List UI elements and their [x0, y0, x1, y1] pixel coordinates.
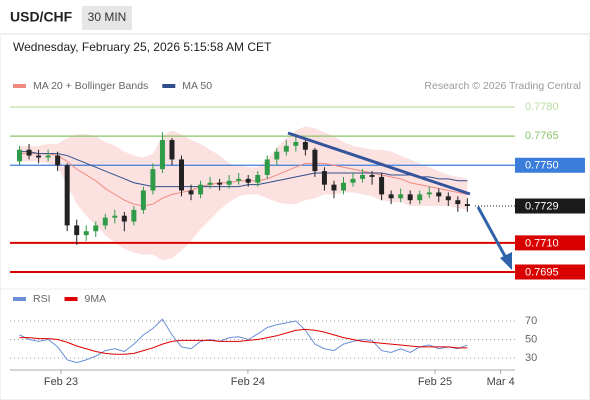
level-tag — [515, 157, 585, 173]
y-tick-label: 70 — [525, 315, 537, 327]
candle-body — [321, 171, 327, 185]
chart-title: USD/CHF — [10, 9, 73, 25]
candle-body — [55, 155, 61, 166]
level-label: 0.7710 — [525, 237, 559, 249]
indicator-line — [19, 153, 468, 207]
legend-swatch — [13, 297, 26, 301]
candle-body — [198, 184, 204, 195]
subtitle: Wednesday, February 25, 2026 5:15:58 AM … — [13, 40, 272, 54]
level-label: 0.7729 — [525, 200, 559, 212]
level-tag — [515, 198, 585, 214]
level-label: 0.7750 — [525, 160, 559, 172]
candle-body — [140, 190, 146, 210]
indicator-line — [19, 151, 468, 188]
candle-body — [188, 190, 194, 195]
candle-body — [388, 194, 394, 199]
candle-body — [350, 178, 356, 183]
candle-body — [331, 184, 337, 191]
candle-body — [169, 140, 175, 160]
candle-body — [102, 217, 108, 226]
candle-body — [93, 225, 99, 232]
candle-body — [455, 200, 461, 205]
x-tick-label: Mar 4 — [487, 376, 515, 388]
level-tag — [515, 235, 585, 251]
trend-line — [287, 131, 471, 196]
candle-body — [293, 141, 299, 146]
candle-body — [26, 149, 32, 156]
candle-body — [302, 141, 308, 150]
x-tick-label: Feb 23 — [44, 376, 78, 388]
legend-swatch — [162, 84, 176, 88]
candle-body — [379, 176, 385, 195]
candle-body — [159, 140, 165, 170]
candle-body — [340, 182, 346, 191]
candle-body — [74, 225, 80, 236]
x-tick-label: Feb 24 — [231, 376, 265, 388]
candle-body — [217, 182, 223, 185]
attribution: Research © 2026 Trading Central — [424, 80, 581, 92]
candle-body — [83, 231, 89, 236]
legend-swatch — [13, 84, 26, 88]
candle-body — [407, 194, 413, 201]
projection-arrow — [476, 206, 508, 259]
candle-body — [274, 151, 280, 160]
candle-body — [398, 194, 404, 199]
candle-body — [283, 145, 289, 152]
candle-body — [112, 215, 118, 218]
level-label: 0.7765 — [525, 130, 559, 142]
rsi-line — [19, 318, 468, 364]
y-tick-label: 30 — [525, 352, 537, 364]
candle-body — [464, 204, 470, 207]
legend-swatch — [64, 297, 78, 301]
arrow-head — [500, 252, 512, 270]
candle-body — [312, 149, 318, 172]
candle-body — [255, 174, 261, 183]
candle-body — [264, 159, 270, 175]
candle-body — [150, 169, 156, 191]
candle-body — [36, 155, 42, 158]
level-label: 0.7695 — [525, 266, 559, 278]
plot: MA 20 + Bollinger Bands MA 50 RSI 9MA 0.7780… — [0, 80, 590, 388]
candle-body — [207, 182, 213, 185]
candle-body — [436, 192, 442, 197]
candle-body — [45, 155, 51, 158]
candle-body — [360, 174, 366, 179]
y-tick-label: 50 — [525, 333, 537, 345]
timeframe-label: 30 MIN — [88, 10, 127, 24]
candle-body — [245, 178, 251, 183]
candle-body — [131, 209, 137, 222]
legend-label: MA 50 — [182, 80, 212, 92]
legend-label: RSI — [33, 293, 51, 305]
candle-body — [426, 192, 432, 195]
legend-label: MA 20 + Bollinger Bands — [33, 80, 148, 92]
candle-body — [179, 159, 185, 191]
level-tag — [515, 264, 585, 280]
bollinger-band — [19, 126, 468, 261]
level-label: 0.7780 — [525, 101, 559, 113]
candle-body — [417, 194, 423, 201]
legend-label: 9MA — [85, 293, 107, 305]
x-tick-label: Feb 25 — [418, 376, 452, 388]
candle-body — [369, 174, 375, 177]
candle-body — [236, 178, 242, 181]
rsi-line — [19, 328, 468, 355]
timeframe-button[interactable] — [82, 6, 132, 30]
candle-body — [226, 180, 232, 185]
candle-body — [17, 149, 23, 162]
candle-body — [64, 165, 70, 226]
candle-body — [445, 196, 451, 201]
candle-body — [121, 215, 127, 222]
